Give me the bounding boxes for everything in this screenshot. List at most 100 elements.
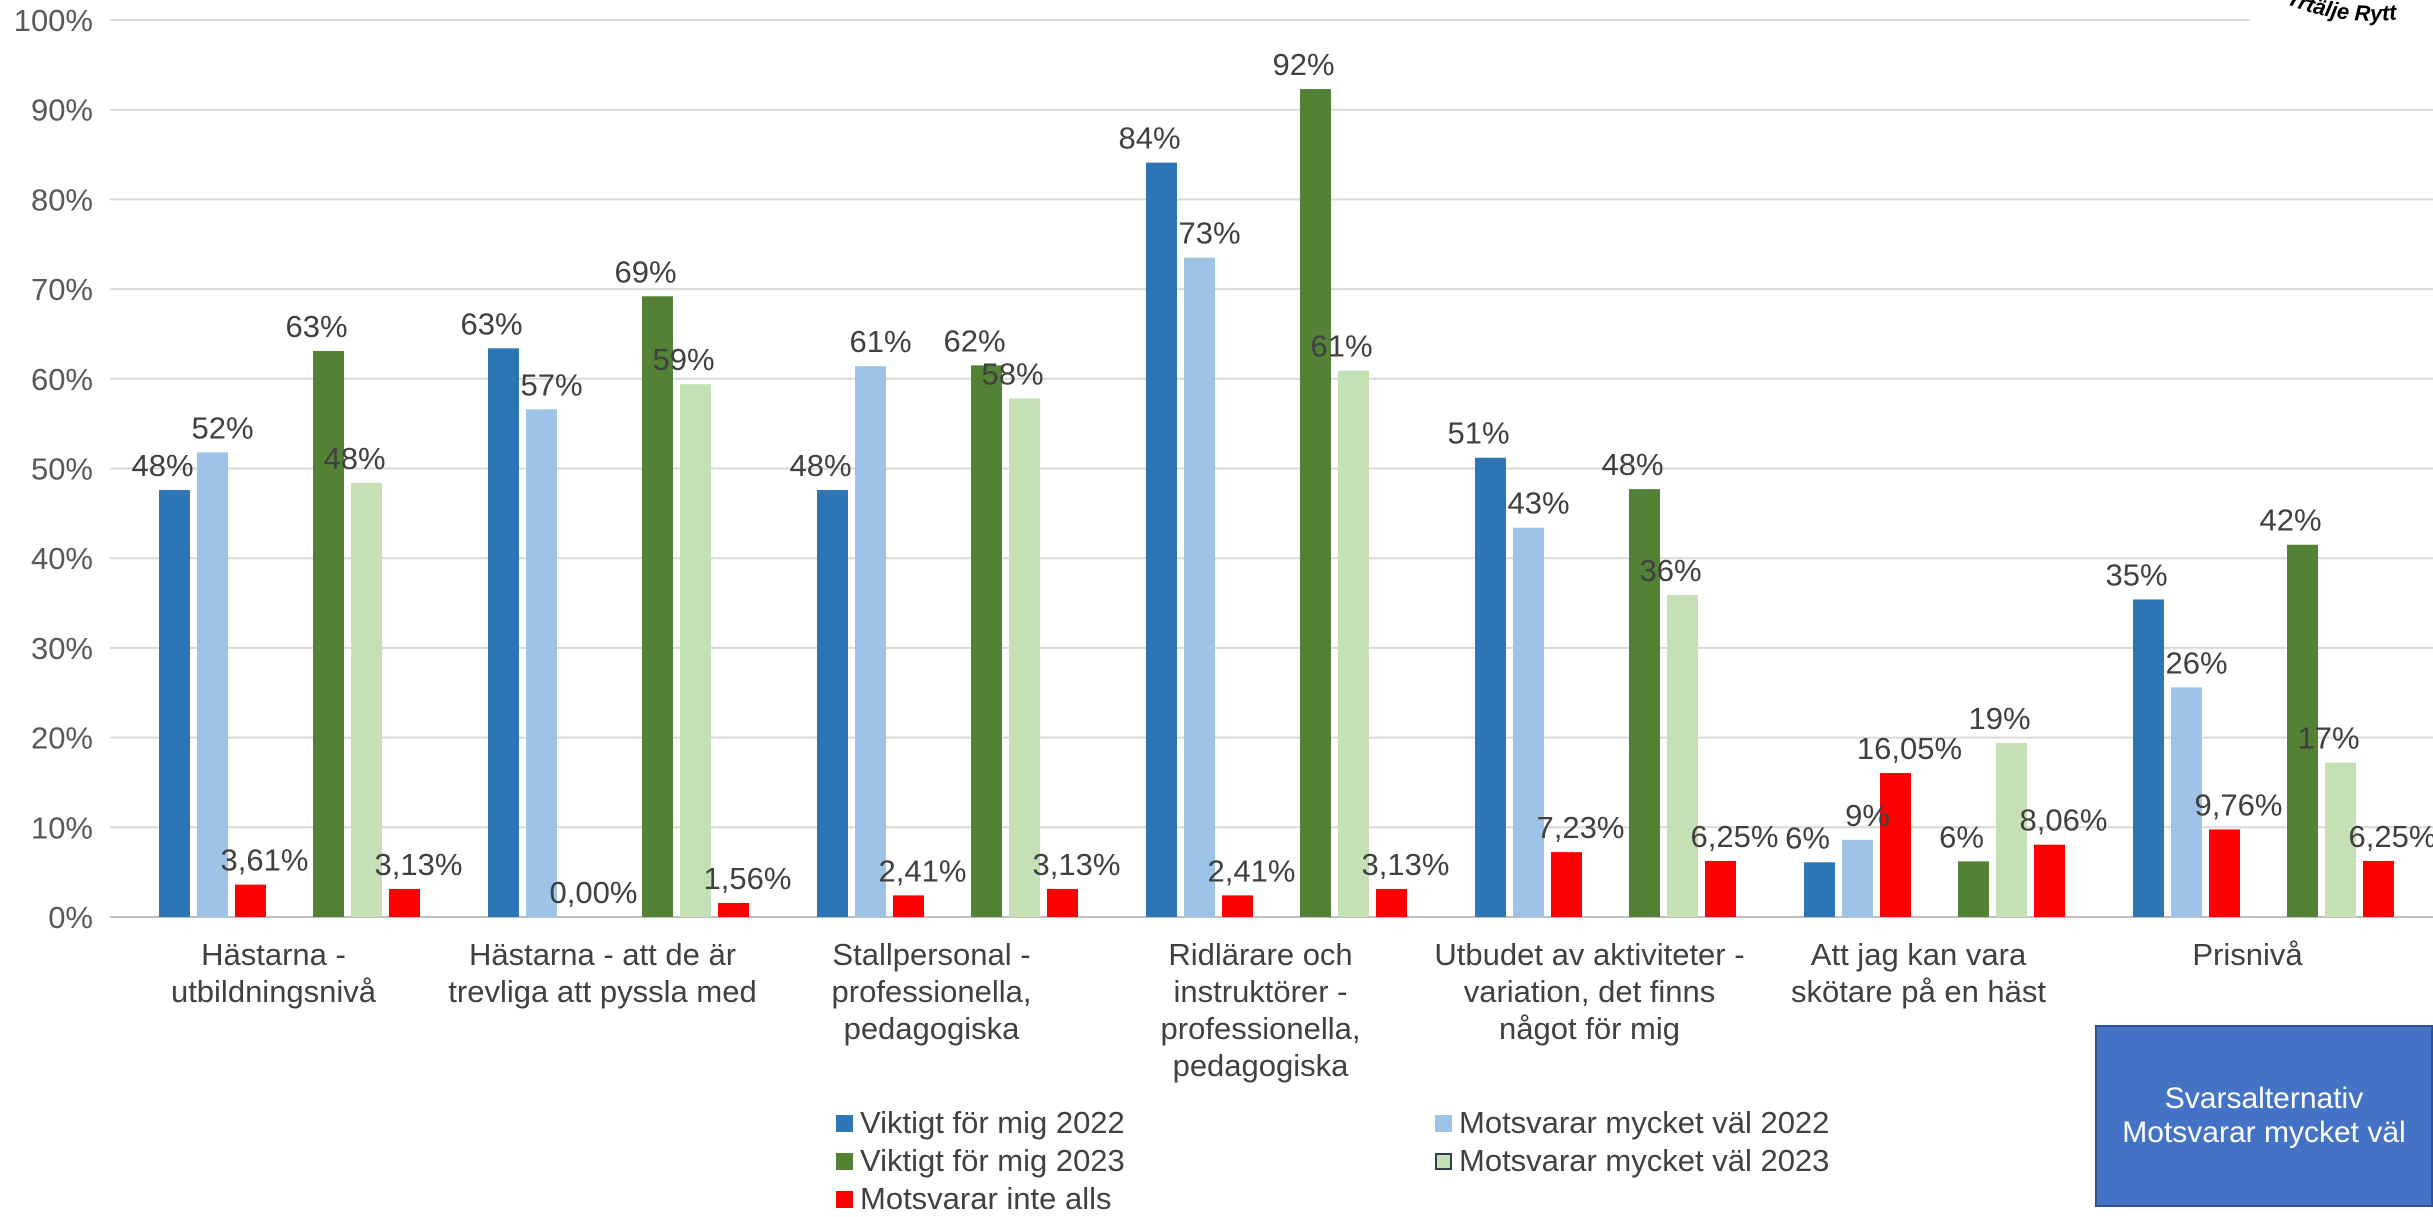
- bar: [2034, 844, 2065, 917]
- legend-label: Viktigt för mig 2023: [860, 1143, 1125, 1178]
- bar: [1880, 773, 1911, 917]
- bar: [680, 384, 711, 917]
- bar: [1009, 398, 1040, 917]
- data-label: 9%: [1845, 798, 1890, 833]
- bar: [2133, 599, 2164, 917]
- y-tick-label: 30%: [31, 631, 93, 666]
- y-tick-label: 70%: [31, 272, 93, 307]
- data-label: 84%: [1118, 121, 1180, 156]
- logo-text: rrtälje Rytt: [2287, 0, 2399, 26]
- bar: [526, 409, 557, 917]
- bar: [1222, 895, 1253, 917]
- bar: [2287, 544, 2318, 917]
- data-label: 1,56%: [704, 861, 792, 896]
- x-category-label: variation, det finns: [1464, 974, 1716, 1009]
- bar: [1705, 860, 1736, 917]
- data-label: 92%: [1272, 47, 1334, 82]
- legend-item-motsvarar-2022: Motsvarar mycket väl 2022: [1435, 1105, 1829, 1141]
- data-label: 2,41%: [879, 853, 967, 888]
- data-label: 3,13%: [1362, 847, 1450, 882]
- data-label: 43%: [1507, 486, 1569, 521]
- logo: rrtälje Rytt: [2287, 0, 2399, 26]
- legend-item-motsvarar-2023: Motsvarar mycket väl 2023: [1435, 1143, 1829, 1179]
- x-category-label: pedagogiska: [1173, 1048, 1350, 1083]
- bar: [718, 903, 749, 917]
- y-tick-label: 90%: [31, 93, 93, 128]
- bar: [1996, 742, 2027, 917]
- y-tick-label: 80%: [31, 182, 93, 217]
- answer-option-callout: Svarsalternativ Motsvarar mycket väl: [2095, 1025, 2433, 1207]
- data-label: 6%: [1785, 820, 1830, 855]
- bar: [313, 350, 344, 917]
- data-label: 69%: [614, 254, 676, 289]
- x-category-label: trevliga att pyssla med: [448, 974, 756, 1009]
- data-label: 57%: [520, 367, 582, 402]
- bar: [817, 490, 848, 917]
- legend-item-viktigt-2023: Viktigt för mig 2023: [836, 1143, 1125, 1179]
- bars: [159, 89, 2394, 918]
- y-axis-tick-labels: 0% 10% 20% 30% 40% 50% 60% 70% 80% 90% 100%: [14, 3, 93, 935]
- legend-label: Motsvarar mycket väl 2022: [1459, 1105, 1830, 1140]
- data-label: 0,00%: [550, 875, 638, 910]
- bar: [971, 365, 1002, 918]
- bar: [1513, 527, 1544, 917]
- data-label: 8,06%: [2020, 803, 2108, 838]
- legend-label: Viktigt för mig 2022: [860, 1105, 1125, 1140]
- data-label: 48%: [1601, 447, 1663, 482]
- legend-swatch-icon: [1435, 1114, 1452, 1132]
- bar: [1376, 888, 1407, 917]
- legend-label: Motsvarar inte alls: [860, 1181, 1112, 1216]
- data-label: 73%: [1178, 216, 1240, 251]
- y-tick-label: 0%: [48, 900, 93, 935]
- bar: [2171, 687, 2202, 917]
- x-category-label: pedagogiska: [844, 1011, 1021, 1046]
- x-axis-category-labels: Hästarna -utbildningsnivå Hästarna - att …: [171, 937, 2303, 1083]
- svg-text:rrtälje Rytt: rrtälje Rytt: [2287, 0, 2399, 26]
- bar: [351, 482, 382, 917]
- x-category-label: Utbudet av aktiviteter -: [1434, 937, 1744, 972]
- x-category-label: Prisnivå: [2192, 937, 2303, 972]
- data-label: 63%: [285, 309, 347, 344]
- x-category-label: Hästarna -: [201, 937, 346, 972]
- bar: [1184, 257, 1215, 918]
- x-category-label: skötare på en häst: [1791, 974, 2046, 1009]
- legend-label: Motsvarar mycket väl 2023: [1459, 1143, 1830, 1178]
- bar: [2209, 829, 2240, 917]
- y-tick-label: 10%: [31, 810, 93, 845]
- data-label: 3,61%: [221, 843, 309, 878]
- bar: [1475, 457, 1506, 917]
- bar: [1804, 862, 1835, 917]
- bar: [235, 884, 266, 917]
- data-label: 16,05%: [1857, 731, 1962, 766]
- bar: [1047, 888, 1078, 917]
- x-category-label: professionella,: [832, 974, 1032, 1009]
- x-category-label: Hästarna - att de är: [469, 937, 736, 972]
- bar: [2325, 762, 2356, 917]
- bar: [488, 348, 519, 917]
- x-category-label: något för mig: [1499, 1011, 1680, 1046]
- data-label: 63%: [460, 306, 522, 341]
- data-label: 48%: [131, 448, 193, 483]
- data-label: 3,13%: [1033, 847, 1121, 882]
- y-tick-label: 60%: [31, 362, 93, 397]
- bar: [159, 490, 190, 917]
- legend-swatch-icon: [836, 1114, 853, 1132]
- bar: [389, 888, 420, 917]
- legend-swatch-icon: [836, 1152, 853, 1170]
- data-labels: 48% 63% 48% 84% 51% 6% 35% 52% 57% 61% 73% 43% 9% 26%…: [131, 47, 2433, 910]
- data-label: 58%: [981, 357, 1043, 392]
- data-label: 48%: [789, 448, 851, 483]
- callout-line-2: Motsvarar mycket väl: [2122, 1116, 2406, 1149]
- bar: [1842, 839, 1873, 917]
- data-label: 35%: [2105, 557, 2167, 592]
- data-label: 51%: [1447, 416, 1509, 451]
- data-label: 9,76%: [2195, 787, 2283, 822]
- y-tick-label: 20%: [31, 721, 93, 756]
- data-label: 6,25%: [1691, 819, 1779, 854]
- legend-item-motsvarar-inte-alls: Motsvarar inte alls: [836, 1181, 1112, 1217]
- data-label: 17%: [2297, 721, 2359, 756]
- legend-swatch-icon: [836, 1190, 853, 1208]
- x-category-label: instruktörer -: [1174, 974, 1348, 1009]
- bar: [1667, 594, 1698, 917]
